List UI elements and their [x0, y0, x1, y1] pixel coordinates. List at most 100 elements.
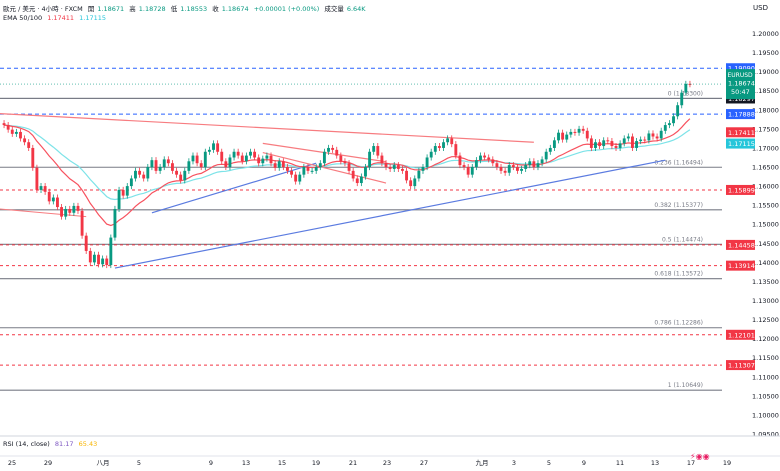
price-level-tag	[726, 184, 755, 195]
candle-body	[589, 138, 593, 148]
candle-body	[684, 83, 688, 93]
candle-body	[142, 174, 146, 179]
candle-body	[257, 157, 261, 164]
event-flags-icon[interactable]: ⚡◉◉	[690, 452, 710, 461]
candle-body	[577, 128, 581, 133]
high-label: 高	[129, 5, 136, 13]
x-tick-label: 5	[547, 459, 551, 467]
x-tick-label: 11	[616, 459, 624, 467]
y-tick-label: 1.13500	[752, 278, 779, 286]
candle-body	[569, 131, 573, 135]
candle-body	[166, 159, 170, 164]
candle-body	[273, 163, 277, 168]
candle-body	[72, 205, 76, 213]
candle-body	[396, 165, 400, 169]
candle-body	[401, 168, 404, 171]
ema50-value: 1.17411	[47, 14, 75, 22]
candle-body	[244, 155, 248, 162]
candle-body	[47, 191, 51, 202]
candle-body	[561, 132, 565, 140]
candle-body	[643, 139, 647, 141]
candle-body	[84, 235, 88, 251]
candle-body	[146, 167, 150, 179]
fib-level-label: 0 (1.18300)	[668, 90, 703, 97]
y-tick-label: 1.13000	[752, 297, 779, 305]
x-tick-label: 19	[312, 459, 320, 467]
candle-body	[60, 207, 63, 217]
high-value: 1.18728	[138, 5, 166, 13]
candle-body	[327, 147, 330, 152]
price-level-tag	[726, 109, 755, 120]
candle-body	[622, 138, 626, 144]
candle-body	[659, 130, 663, 139]
candle-body	[372, 146, 376, 152]
candle-body	[339, 155, 343, 162]
x-tick-label: 17	[687, 459, 695, 467]
candle-body	[524, 165, 528, 169]
uptrend-line-short	[151, 162, 317, 214]
candle-body	[474, 160, 478, 168]
candle-body	[499, 167, 503, 171]
candle-body	[417, 170, 421, 179]
candle-body	[261, 158, 265, 164]
candle-body	[487, 157, 491, 160]
candle-body	[236, 151, 240, 156]
x-tick-label: 9	[582, 459, 586, 467]
y-tick-label: 1.11500	[752, 354, 779, 362]
symbol-line: 歐元 / 美元 · 4小時 · FXCM	[3, 5, 83, 13]
candle-body	[19, 131, 22, 139]
ema-header: EMA 50/100 1.17411 1.17115	[3, 14, 109, 22]
candle-body	[294, 174, 298, 182]
candle-body	[286, 167, 289, 171]
x-tick-label: 5	[137, 459, 141, 467]
candle-body	[224, 161, 228, 168]
candle-body	[626, 136, 630, 139]
candle-body	[183, 170, 187, 181]
candle-body	[187, 161, 191, 171]
candle-body	[232, 151, 236, 158]
candle-body	[318, 163, 322, 168]
candle-body	[39, 186, 43, 190]
candle-body	[298, 174, 302, 182]
candle-body	[68, 208, 72, 213]
candle-body	[676, 105, 680, 117]
candle-body	[359, 176, 363, 184]
candle-body	[154, 160, 158, 171]
y-tick-label: 1.14500	[752, 240, 779, 248]
candle-body	[6, 125, 10, 130]
price-level-tag-label: 1.14458	[728, 241, 755, 249]
candle-body	[179, 174, 183, 181]
y-tick-label: 1.15500	[752, 202, 779, 210]
candle-body	[343, 161, 347, 164]
candle-body	[265, 155, 269, 159]
candle-body	[347, 163, 351, 171]
candle-body	[606, 140, 610, 142]
candle-body	[552, 140, 556, 148]
candle-body	[442, 142, 445, 148]
candle-body	[651, 133, 655, 137]
candle-body	[540, 159, 544, 164]
x-tick-label: 23	[383, 459, 391, 467]
y-tick-label: 1.16000	[752, 183, 779, 191]
candle-body	[536, 163, 540, 168]
x-tick-label: 八月	[97, 459, 110, 467]
x-tick-label: 21	[349, 459, 357, 467]
fib-level-label: 0.618 (1.13572)	[654, 271, 703, 278]
candle-body	[220, 151, 224, 162]
candle-body	[27, 142, 31, 148]
candle-body	[614, 146, 618, 148]
candle-body	[491, 159, 495, 164]
price-level-tag-label: 1.13914	[728, 262, 755, 270]
x-tick-label: 15	[278, 459, 286, 467]
candle-body	[548, 147, 552, 152]
candle-body	[76, 205, 80, 211]
low-label: 低	[170, 5, 178, 13]
candle-body	[277, 161, 281, 168]
candle-body	[647, 133, 651, 141]
x-tick-label: 25	[8, 459, 16, 467]
fib-level-label: 0.382 (1.15377)	[654, 202, 703, 209]
open-value: 1.18671	[97, 5, 125, 13]
candle-body	[516, 167, 519, 171]
candle-body	[171, 163, 174, 171]
